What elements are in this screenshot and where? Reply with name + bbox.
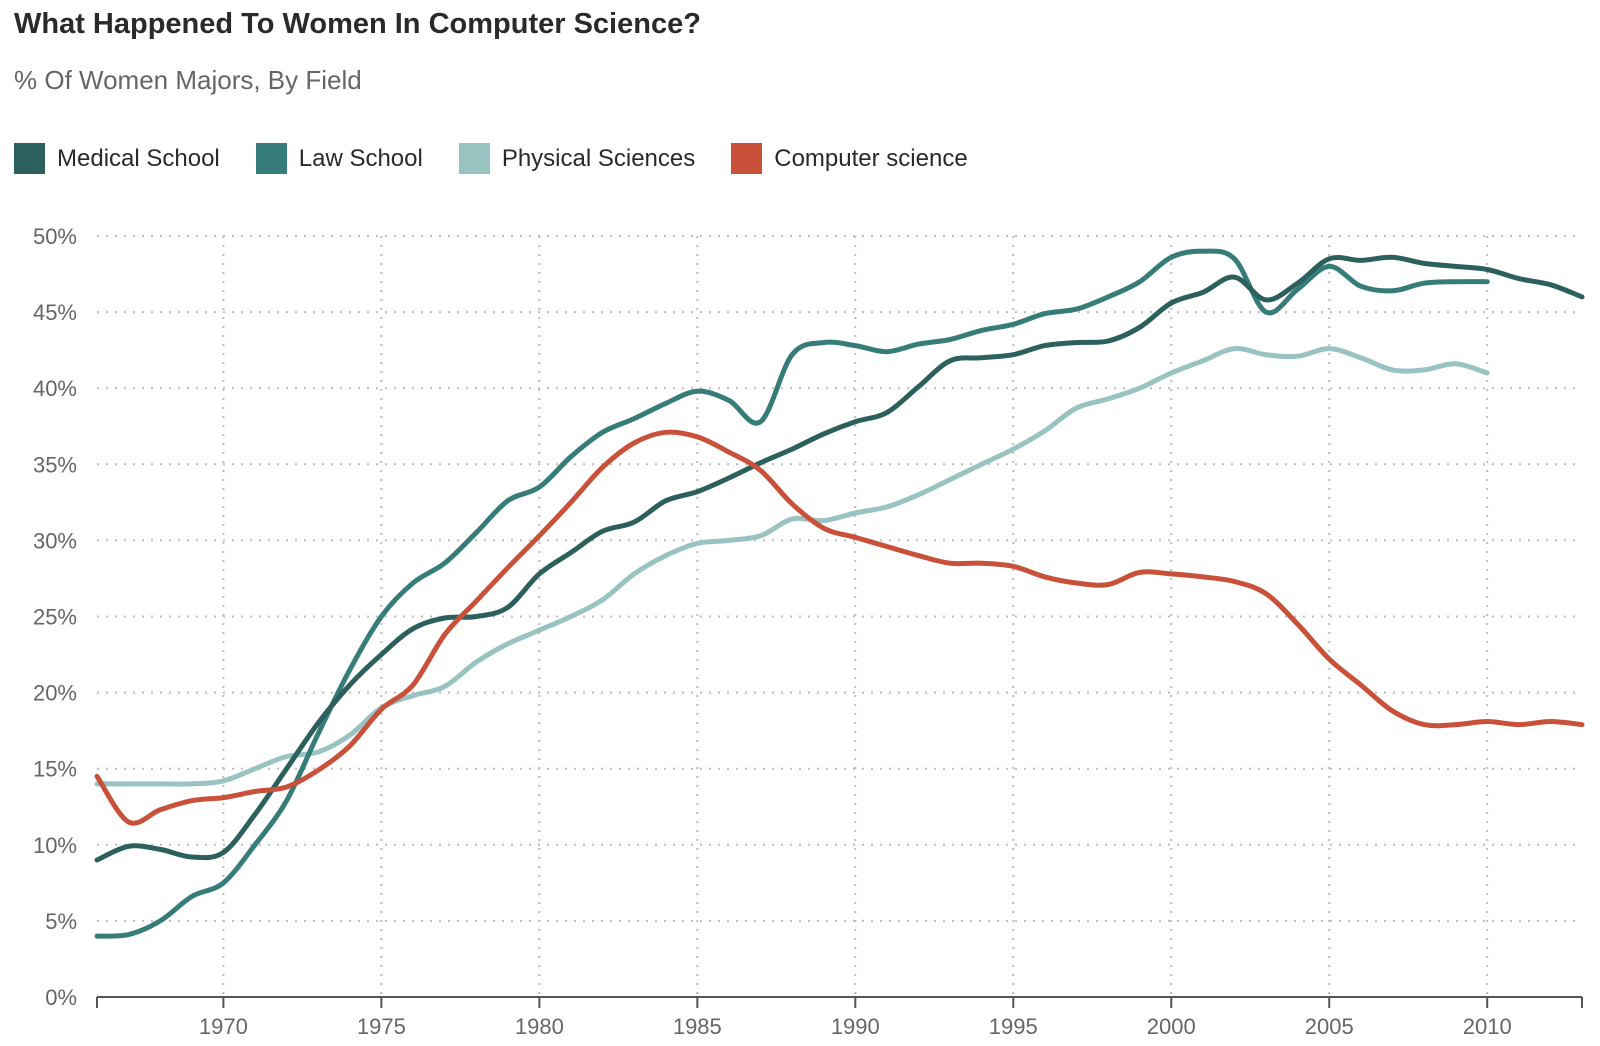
x-tick-label: 2000 bbox=[1147, 1014, 1196, 1039]
legend-item-computer-science: Computer science bbox=[731, 143, 968, 174]
legend-swatch-physical-sciences bbox=[458, 143, 490, 174]
grid-lines bbox=[97, 235, 1582, 997]
x-tick-label: 1985 bbox=[673, 1014, 722, 1039]
legend-label-medical-school: Medical School bbox=[57, 144, 220, 172]
y-tick-label: 15% bbox=[33, 757, 77, 782]
legend-swatch-computer-science bbox=[731, 143, 763, 174]
series-line-physical-sciences bbox=[94, 346, 1490, 787]
x-tick-label: 1975 bbox=[357, 1014, 406, 1039]
y-tick-label: 45% bbox=[33, 300, 77, 325]
y-tick-label: 10% bbox=[33, 833, 77, 858]
legend-label-computer-science: Computer science bbox=[774, 144, 968, 172]
legend: Medical School Law School Physical Scien… bbox=[14, 143, 1004, 174]
legend-swatch-law-school bbox=[255, 143, 287, 174]
legend-item-physical-sciences: Physical Sciences bbox=[458, 143, 696, 174]
legend-item-law-school: Law School bbox=[255, 143, 423, 174]
x-tick-label: 2010 bbox=[1463, 1014, 1512, 1039]
y-tick-label: 25% bbox=[33, 605, 77, 630]
series-line-medical-school bbox=[94, 254, 1585, 863]
series-line-law-school bbox=[94, 248, 1490, 939]
series-lines bbox=[94, 248, 1585, 939]
series-line-computer-science bbox=[94, 429, 1585, 826]
x-tick-label: 2005 bbox=[1305, 1014, 1354, 1039]
chart-subtitle: % Of Women Majors, By Field bbox=[14, 65, 362, 95]
x-tick-label: 1970 bbox=[199, 1014, 248, 1039]
legend-label-physical-sciences: Physical Sciences bbox=[501, 144, 696, 172]
y-tick-label: 50% bbox=[33, 224, 77, 249]
x-tick-label: 1995 bbox=[989, 1014, 1038, 1039]
chart-title: What Happened To Women In Computer Scien… bbox=[14, 8, 701, 40]
y-tick-label: 0% bbox=[45, 985, 77, 1010]
y-tick-label: 30% bbox=[33, 528, 77, 553]
legend-swatch-medical-school bbox=[14, 143, 45, 174]
axes: 0% 5% 10% 15% 20% 25% 30% 35% 40% 45% 50% 1970 1975 1… bbox=[33, 224, 1583, 1039]
y-tick-label: 20% bbox=[33, 681, 77, 706]
y-tick-label: 5% bbox=[45, 909, 77, 934]
x-tick-label: 1990 bbox=[831, 1014, 880, 1039]
y-tick-label: 35% bbox=[33, 452, 77, 477]
x-tick-label: 1980 bbox=[515, 1014, 564, 1039]
y-tick-label: 40% bbox=[33, 376, 77, 401]
legend-item-medical-school: Medical School bbox=[14, 143, 220, 174]
legend-label-law-school: Law School bbox=[298, 144, 423, 172]
